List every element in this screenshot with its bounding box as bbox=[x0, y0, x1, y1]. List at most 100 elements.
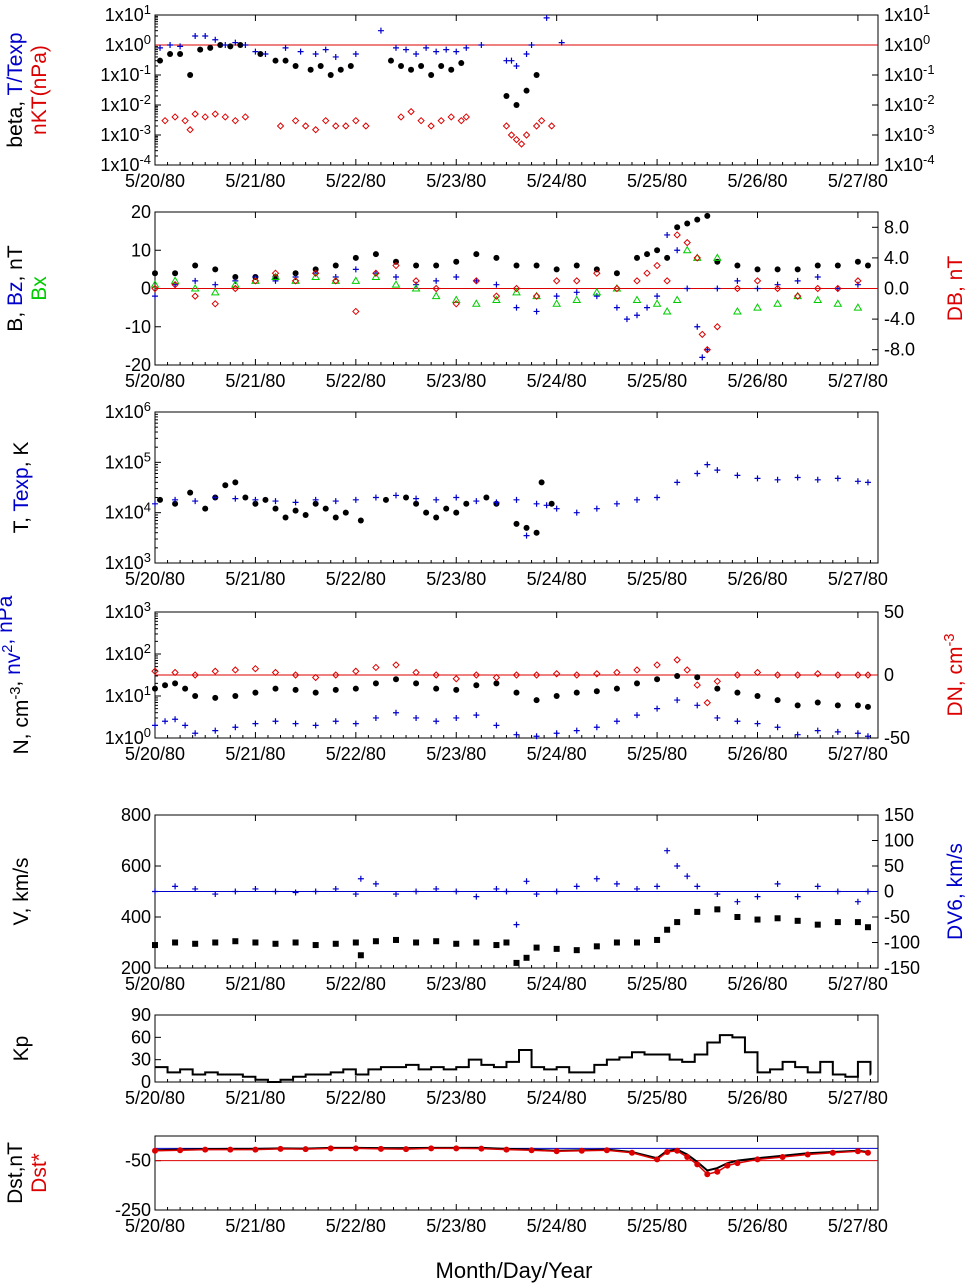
x-tick-label: 5/26/80 bbox=[727, 1216, 787, 1236]
data-point bbox=[371, 272, 381, 281]
data-point bbox=[694, 702, 701, 709]
data-point bbox=[834, 919, 841, 926]
data-point bbox=[172, 716, 179, 723]
data-point bbox=[443, 505, 450, 512]
data-point bbox=[312, 500, 319, 507]
data-point bbox=[664, 231, 671, 238]
data-point bbox=[699, 354, 706, 361]
data-point bbox=[854, 277, 862, 285]
data-point bbox=[654, 883, 661, 890]
data-point bbox=[654, 247, 661, 254]
data-point bbox=[473, 498, 480, 505]
data-point bbox=[232, 724, 239, 731]
data-point bbox=[397, 113, 405, 121]
data-point bbox=[753, 668, 762, 677]
tick-label: 1x103 bbox=[105, 599, 151, 622]
data-point bbox=[674, 1147, 681, 1154]
data-point bbox=[672, 295, 682, 303]
tick-label: 1x102 bbox=[105, 641, 151, 664]
data-point bbox=[190, 284, 200, 292]
x-tick-label: 5/27/80 bbox=[828, 744, 888, 764]
data-point bbox=[834, 475, 841, 482]
data-point bbox=[242, 42, 249, 48]
data-point bbox=[523, 87, 530, 94]
data-point bbox=[528, 42, 535, 48]
data-point bbox=[513, 62, 520, 69]
data-point bbox=[152, 888, 158, 895]
data-point bbox=[438, 62, 445, 69]
data-point bbox=[864, 1149, 871, 1156]
data-point bbox=[864, 888, 871, 895]
data-point bbox=[633, 666, 641, 674]
data-point bbox=[814, 699, 821, 706]
data-point bbox=[372, 494, 379, 501]
tick-label: 1x101 bbox=[105, 2, 151, 25]
plot-frame bbox=[154, 411, 879, 564]
data-point bbox=[854, 898, 861, 905]
data-point bbox=[382, 496, 389, 503]
data-point bbox=[282, 514, 289, 521]
data-point bbox=[753, 277, 762, 285]
data-point bbox=[552, 277, 561, 285]
data-point bbox=[644, 304, 651, 311]
data-point bbox=[613, 270, 620, 277]
data-point bbox=[232, 693, 239, 699]
data-point bbox=[512, 135, 521, 144]
data-point bbox=[252, 720, 259, 727]
tick-label: 30 bbox=[131, 1050, 151, 1070]
data-point bbox=[693, 681, 701, 689]
tick-label: -250 bbox=[115, 1200, 151, 1220]
data-point bbox=[533, 529, 540, 536]
data-point bbox=[372, 251, 379, 258]
data-point bbox=[232, 495, 239, 502]
data-point bbox=[211, 667, 219, 675]
data-point bbox=[332, 885, 339, 892]
data-point bbox=[512, 671, 521, 679]
tick-label: 1x100 bbox=[105, 32, 151, 55]
data-point bbox=[231, 116, 240, 125]
y-axis-label-secondary: Dst* bbox=[28, 1153, 51, 1193]
data-point bbox=[523, 878, 530, 885]
data-point bbox=[272, 57, 279, 64]
data-point bbox=[493, 942, 500, 949]
data-point bbox=[172, 496, 179, 503]
right-axis-label: DN, cm-3 bbox=[942, 633, 967, 716]
tick-label: 1x105 bbox=[105, 449, 151, 472]
data-point bbox=[523, 532, 530, 539]
data-point bbox=[187, 72, 194, 78]
data-point bbox=[172, 270, 179, 277]
data-point bbox=[613, 880, 620, 887]
data-point bbox=[654, 936, 661, 943]
data-point bbox=[322, 116, 330, 125]
data-point bbox=[794, 474, 801, 481]
data-point bbox=[342, 122, 350, 130]
data-point bbox=[553, 945, 560, 952]
data-point bbox=[332, 940, 339, 947]
data-point bbox=[172, 281, 179, 288]
data-point bbox=[593, 688, 600, 695]
data-point bbox=[357, 517, 364, 524]
data-point bbox=[152, 293, 158, 300]
data-point bbox=[172, 939, 179, 946]
data-point bbox=[634, 496, 640, 503]
data-point bbox=[171, 280, 179, 289]
data-point bbox=[327, 1145, 334, 1152]
data-point bbox=[632, 295, 642, 303]
x-tick-label: 5/23/80 bbox=[426, 744, 486, 764]
x-tick-label: 5/22/80 bbox=[326, 744, 386, 764]
data-point bbox=[573, 509, 580, 516]
tick-label: -4.0 bbox=[884, 309, 915, 329]
x-tick-label: 5/22/80 bbox=[326, 1216, 386, 1236]
data-point bbox=[774, 266, 781, 273]
data-point bbox=[452, 300, 460, 308]
x-tick-label: 5/26/80 bbox=[727, 1088, 787, 1108]
data-point bbox=[533, 944, 540, 951]
data-point bbox=[417, 116, 425, 125]
x-tick-label: 5/27/80 bbox=[828, 974, 888, 994]
data-point bbox=[553, 730, 560, 737]
x-tick-label: 5/25/80 bbox=[627, 1088, 687, 1108]
data-point bbox=[854, 919, 861, 926]
data-point bbox=[372, 269, 380, 277]
data-point bbox=[230, 280, 240, 288]
y-axis-label: B, Bz, nT bbox=[4, 245, 27, 332]
